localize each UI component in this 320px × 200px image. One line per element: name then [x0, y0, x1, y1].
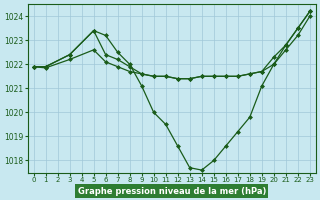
X-axis label: Graphe pression niveau de la mer (hPa): Graphe pression niveau de la mer (hPa): [77, 187, 266, 196]
